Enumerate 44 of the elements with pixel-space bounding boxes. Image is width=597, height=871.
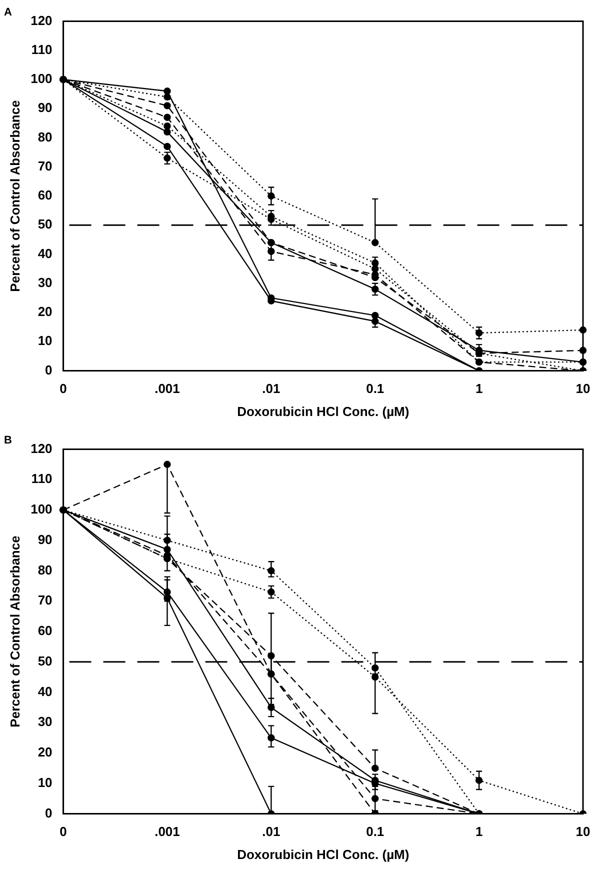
y-tick-label: 80 — [38, 562, 52, 578]
x-tick-label: 0 — [60, 381, 67, 396]
y-tick-label: 0 — [45, 362, 52, 378]
chart-title: A — [4, 6, 12, 19]
y-tick-label: 50 — [38, 216, 52, 232]
y-tick-label: 50 — [38, 653, 52, 668]
y-axis-title: Percent of Control Absorbance — [7, 100, 22, 292]
y-tick-label: 100 — [30, 502, 52, 517]
y-tick-label: 40 — [38, 684, 52, 699]
y-tick-label: 60 — [38, 623, 52, 638]
y-axis-title: Percent of Control Absorbance — [7, 536, 22, 728]
x-tick-label: 0.1 — [366, 381, 384, 396]
y-tick-label: 80 — [38, 129, 52, 144]
y-tick-label: 20 — [38, 304, 52, 320]
x-tick-label: .01 — [262, 824, 280, 840]
x-tick-label: .001 — [154, 824, 180, 840]
chart-title: B — [4, 434, 12, 447]
y-tick-label: 30 — [38, 714, 52, 730]
x-axis-title: Doxorubicin HCl Conc. (µM) — [237, 404, 410, 419]
x-tick-label: 1 — [475, 381, 483, 396]
y-tick-label: 40 — [38, 246, 52, 261]
y-tick-label: 10 — [38, 333, 52, 348]
y-tick-label: 10 — [38, 774, 52, 790]
x-tick-label: .01 — [262, 381, 280, 396]
x-axis-title: Doxorubicin HCl Conc. (µM) — [237, 846, 410, 862]
x-tick-label: 0 — [60, 824, 67, 840]
x-tick-label: .001 — [154, 381, 180, 396]
y-tick-label: 90 — [38, 100, 52, 116]
y-tick-label: 100 — [30, 71, 52, 86]
x-tick-label: 0.1 — [366, 824, 384, 840]
y-tick-label: 110 — [31, 42, 52, 57]
y-tick-label: 60 — [38, 188, 52, 203]
y-tick-label: 20 — [38, 744, 52, 760]
y-tick-label: 120 — [30, 440, 52, 456]
y-tick-label: 70 — [38, 592, 52, 608]
y-tick-label: 110 — [31, 471, 52, 486]
y-tick-label: 120 — [30, 12, 52, 28]
x-tick-label: 1 — [475, 824, 483, 840]
x-tick-label: 10 — [576, 824, 590, 840]
y-tick-label: 90 — [38, 532, 52, 547]
y-tick-label: 30 — [38, 274, 52, 290]
x-tick-label: 10 — [576, 381, 590, 396]
y-tick-label: 0 — [45, 805, 52, 820]
y-tick-label: 70 — [38, 158, 52, 174]
